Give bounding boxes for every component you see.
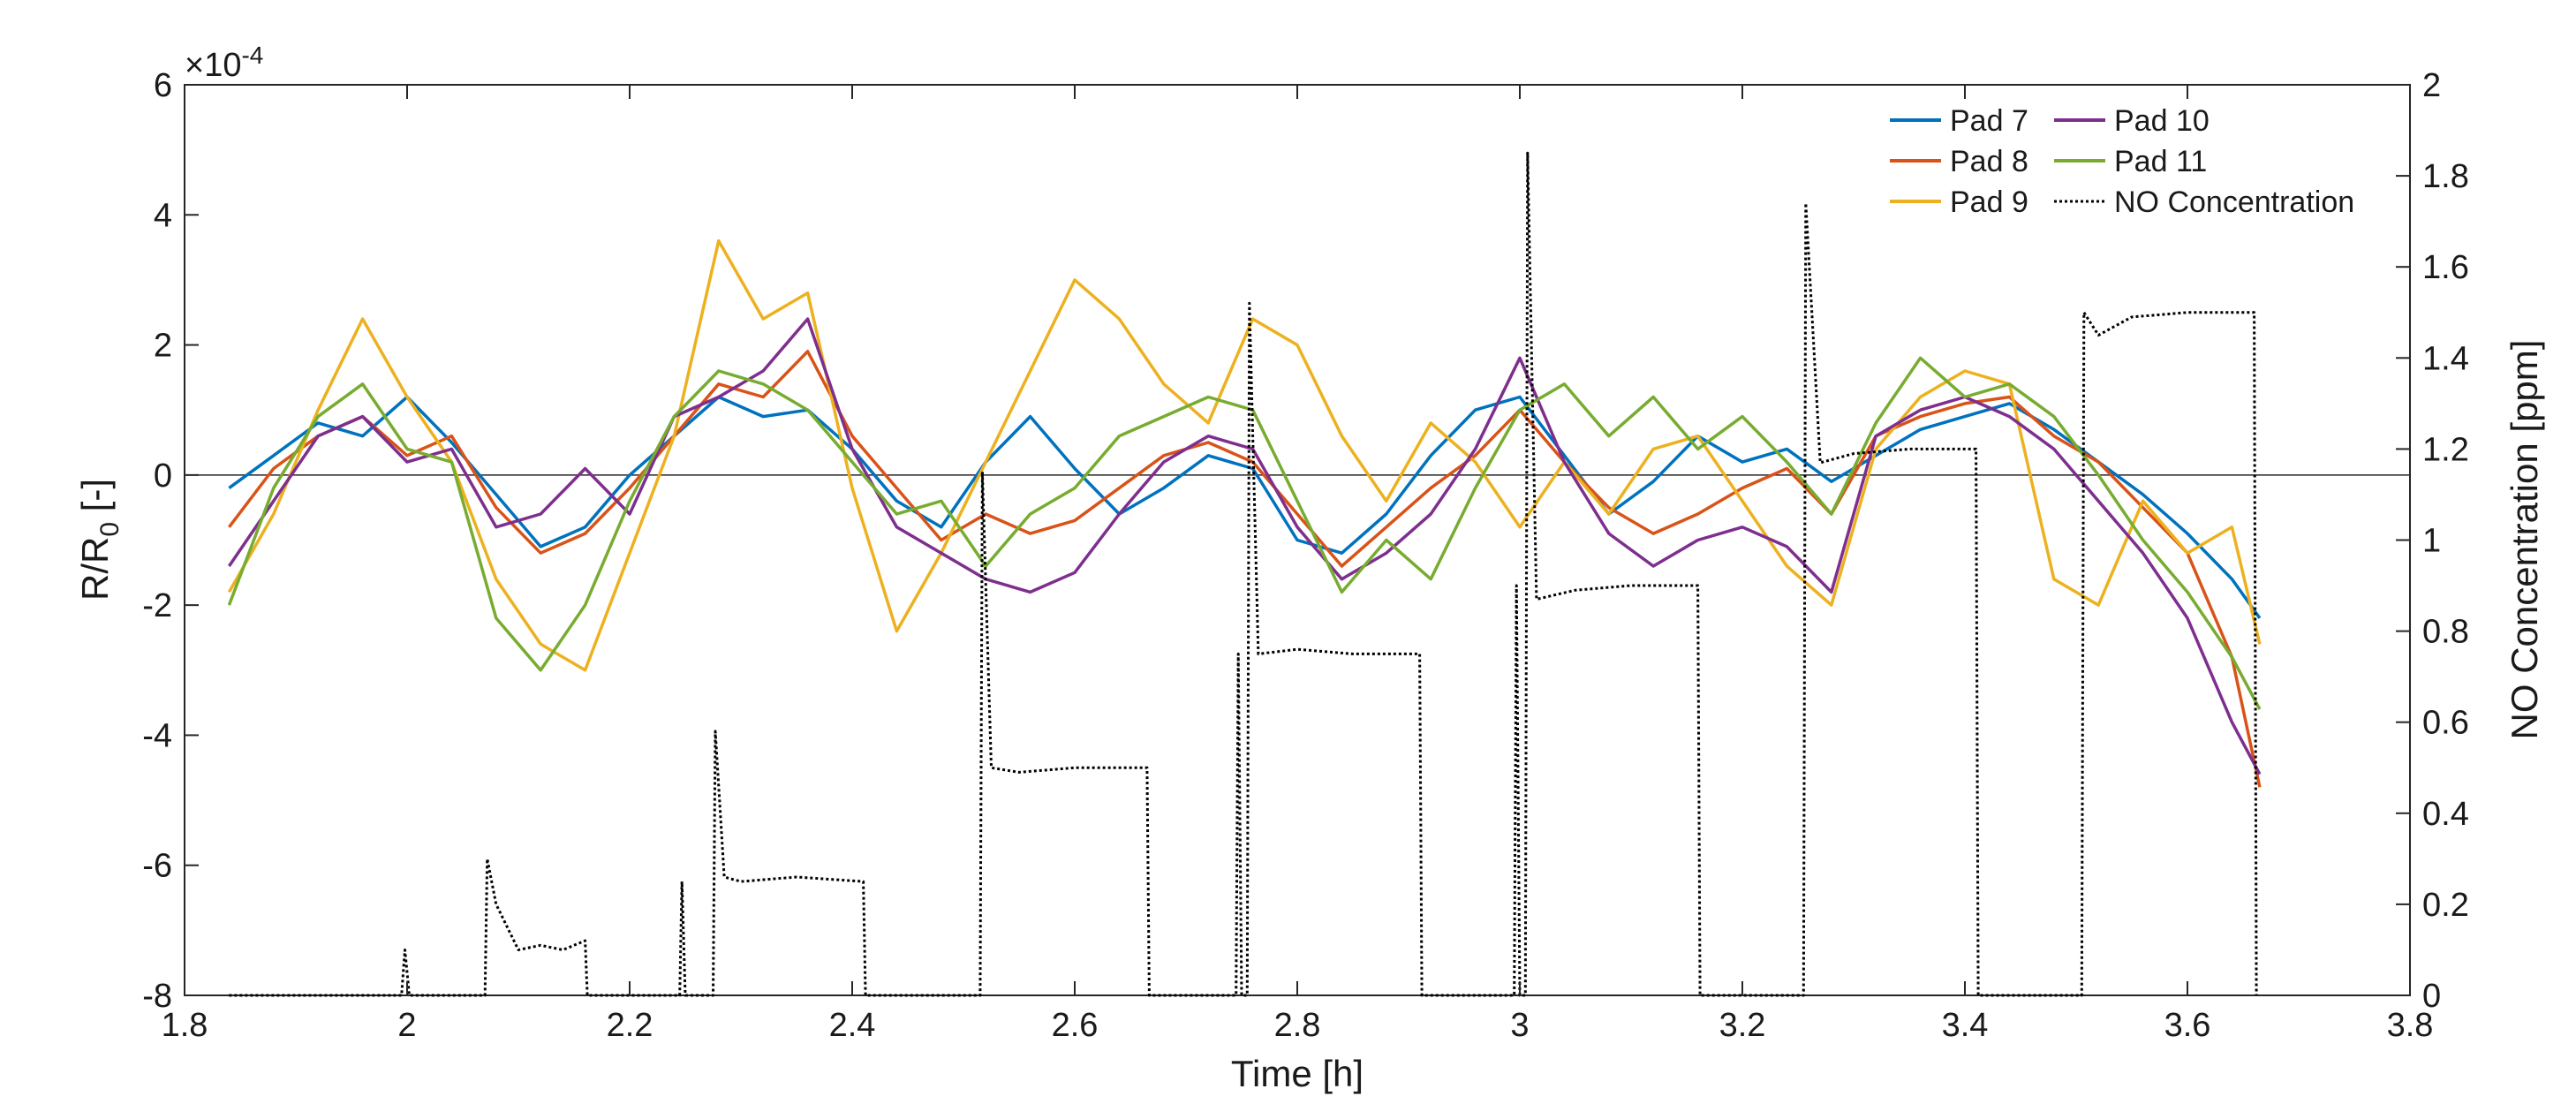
x-tick-label: 3.8 (2387, 1007, 2434, 1044)
left-y-tick-label: 0 (154, 457, 172, 495)
x-tick-label: 3.4 (1942, 1007, 1989, 1044)
right-y-tick-label: 1 (2422, 523, 2441, 560)
x-tick-label: 2.6 (1052, 1007, 1099, 1044)
series-line-pad-8 (228, 350, 2262, 788)
exponent-label: ×10-4 (185, 42, 263, 84)
x-tick-label: 2 (397, 1007, 416, 1044)
x-tick-label: 2.2 (607, 1007, 653, 1044)
left-y-axis-title: R/R0 [-] (74, 479, 125, 601)
x-tick-label: 2.8 (1274, 1007, 1321, 1044)
right-y-tick-label: 0.8 (2422, 614, 2469, 651)
right-y-axis-ticks: 0 0.2 0.4 0.6 0.8 1 1.2 1.4 1.6 1.8 2 (2396, 67, 2469, 1015)
right-y-tick-label: 0 (2422, 978, 2441, 1015)
right-y-tick-label: 0.4 (2422, 796, 2469, 833)
right-y-tick-label: 1.8 (2422, 158, 2469, 195)
x-axis-ticks: 1.8 2 2.2 2.4 2.6 2.8 3 3.2 3.4 3.6 3.8 (162, 85, 2434, 1044)
legend: Pad 7 Pad 10 Pad 8 Pad 11 Pad 9 NO Concentrat… (1890, 104, 2354, 219)
left-y-tick-label: 2 (154, 328, 172, 365)
series-line-pad-9 (227, 238, 2262, 672)
left-y-tick-label: 6 (154, 67, 172, 104)
legend-label: NO Concentration (2114, 185, 2354, 219)
x-tick-label: 1.8 (162, 1007, 208, 1044)
right-y-tick-label: 0.2 (2422, 887, 2469, 924)
left-y-tick-label: 4 (154, 197, 172, 234)
x-axis-title: Time [h] (1231, 1053, 1364, 1094)
series-line-pad-11 (227, 356, 2262, 710)
legend-label: Pad 11 (2114, 145, 2207, 178)
series-line-pad-7 (228, 395, 2262, 619)
x-tick-label: 2.4 (829, 1007, 876, 1044)
right-y-tick-label: 1.4 (2422, 340, 2469, 377)
legend-label: Pad 7 (1950, 104, 2028, 138)
series-layer (227, 151, 2262, 997)
x-tick-label: 3.2 (1719, 1007, 1766, 1044)
left-y-tick-label: -6 (142, 848, 172, 885)
x-tick-label: 3.6 (2164, 1007, 2211, 1044)
right-y-tick-label: 0.6 (2422, 705, 2469, 742)
right-y-tick-label: 2 (2422, 67, 2441, 104)
legend-label: Pad 9 (1950, 185, 2028, 219)
left-y-axis-ticks: -8 -6 -4 -2 0 2 4 6 (142, 67, 199, 1015)
right-y-tick-label: 1.2 (2422, 431, 2469, 468)
right-y-axis-title: NO Concentration [ppm] (2504, 340, 2545, 740)
left-y-tick-label: -4 (142, 717, 172, 754)
series-line-no-concentration (229, 151, 2258, 997)
legend-label: Pad 10 (2114, 104, 2210, 138)
left-y-tick-label: -8 (142, 978, 172, 1015)
x-tick-label: 3 (1510, 1007, 1529, 1044)
legend-label: Pad 8 (1950, 145, 2028, 178)
series-line-pad-10 (227, 317, 2262, 775)
right-y-tick-label: 1.6 (2422, 249, 2469, 286)
left-y-tick-label: -2 (142, 587, 172, 624)
